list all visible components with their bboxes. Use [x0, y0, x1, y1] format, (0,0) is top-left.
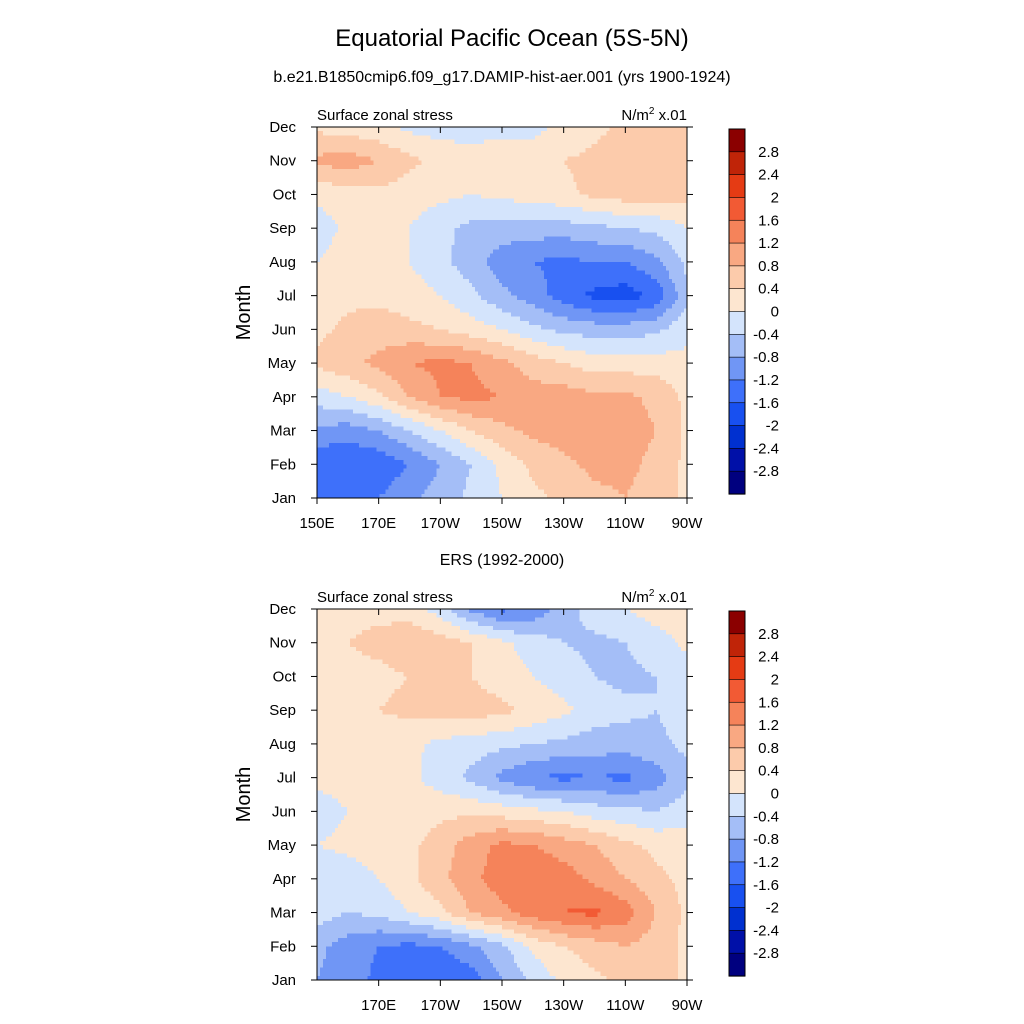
figure-title: Equatorial Pacific Ocean (5S-5N) — [335, 25, 688, 52]
contour-field — [317, 127, 688, 499]
second-panel-title: ERS (1992-2000) — [440, 552, 565, 569]
panel-model: JanFebMarAprMayJunJulAugSepOctNovDec150E… — [233, 106, 779, 532]
figure-subtitle: b.e21.B1850cmip6.f09_g17.DAMIP-hist-aer.… — [273, 69, 730, 86]
